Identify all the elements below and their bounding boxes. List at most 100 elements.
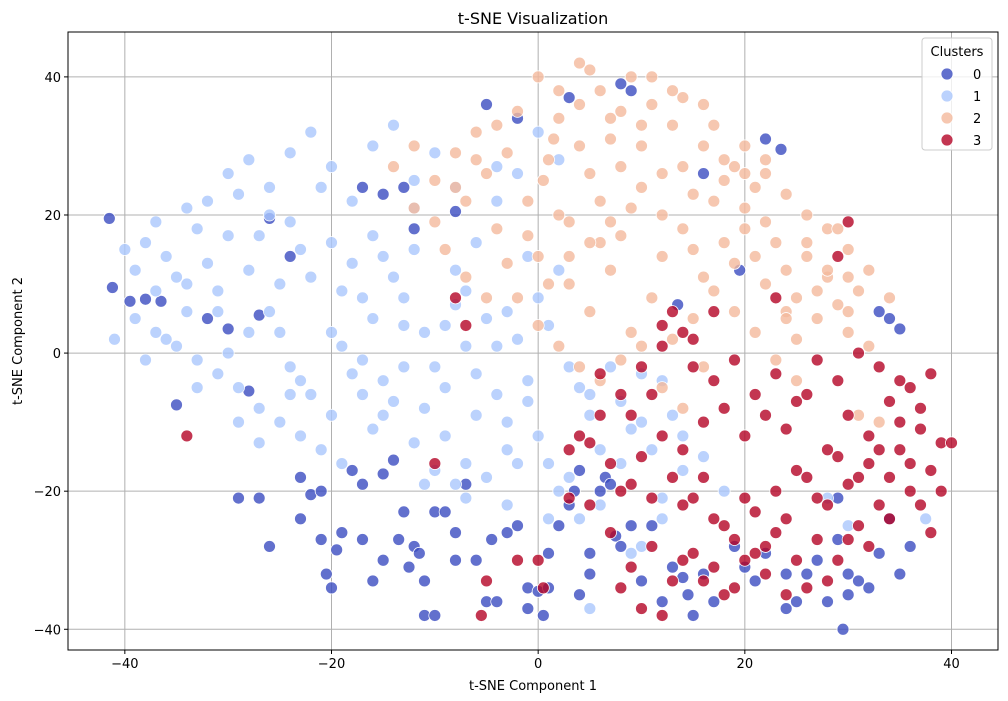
data-point-cluster-2 (655, 208, 669, 222)
data-point-cluster-1 (511, 167, 524, 180)
data-point-cluster-2 (542, 277, 555, 291)
data-point-cluster-3 (697, 574, 710, 588)
data-point-cluster-0 (139, 292, 152, 306)
data-point-cluster-1 (221, 167, 235, 180)
data-point-cluster-1 (263, 180, 276, 194)
data-point-cluster-1 (314, 180, 328, 194)
data-point-cluster-3 (810, 491, 824, 505)
data-point-cluster-0 (635, 574, 648, 588)
data-point-cluster-1 (263, 305, 276, 319)
data-point-cluster-3 (883, 395, 896, 408)
data-point-cluster-1 (531, 291, 545, 305)
data-point-cluster-3 (759, 408, 772, 422)
legend-marker-3 (940, 133, 954, 147)
data-point-cluster-3 (862, 457, 876, 470)
data-point-cluster-3 (800, 581, 814, 595)
legend: Clusters 0 1 2 3 (921, 37, 993, 151)
data-point-cluster-1 (242, 325, 256, 339)
data-point-cluster-2 (666, 84, 679, 98)
data-point-cluster-3 (748, 546, 762, 560)
data-point-cluster-1 (573, 381, 586, 395)
data-point-cluster-0 (686, 609, 700, 622)
data-point-cluster-3 (924, 367, 938, 381)
data-point-cluster-2 (655, 167, 669, 180)
data-point-cluster-0 (893, 322, 907, 336)
data-point-cluster-0 (872, 305, 886, 319)
data-point-cluster-2 (676, 160, 690, 174)
chart-title: t-SNE Visualization (458, 9, 608, 28)
data-point-cluster-3 (738, 553, 752, 567)
data-point-cluster-1 (149, 215, 163, 229)
data-point-cluster-1 (159, 250, 173, 263)
data-point-cluster-2 (547, 132, 561, 146)
data-point-cluster-1 (211, 367, 225, 381)
data-point-cluster-0 (102, 212, 116, 225)
data-point-cluster-0 (500, 526, 514, 540)
data-point-cluster-3 (655, 319, 669, 332)
data-point-cluster-0 (480, 98, 493, 111)
data-point-cluster-1 (407, 174, 421, 187)
data-point-cluster-1 (366, 422, 380, 436)
data-point-cluster-1 (170, 339, 183, 353)
data-point-cluster-1 (418, 325, 431, 339)
data-point-cluster-3 (717, 519, 731, 533)
data-point-cluster-1 (407, 436, 421, 450)
data-point-cluster-0 (614, 540, 628, 553)
data-point-cluster-2 (490, 222, 504, 236)
data-point-cluster-3 (831, 553, 845, 567)
data-point-cluster-1 (221, 229, 235, 243)
data-point-cluster-1 (552, 484, 566, 498)
data-point-cluster-1 (252, 401, 266, 415)
data-point-cluster-1 (469, 236, 483, 250)
data-point-cluster-1 (201, 256, 214, 270)
data-point-cluster-0 (201, 312, 214, 325)
data-point-cluster-1 (387, 270, 400, 284)
data-point-cluster-1 (345, 256, 359, 270)
data-point-cluster-1 (335, 339, 349, 353)
data-point-cluster-2 (635, 339, 648, 353)
data-point-cluster-2 (728, 160, 741, 174)
data-point-cluster-1 (376, 408, 390, 422)
data-point-cluster-1 (273, 277, 287, 291)
data-point-cluster-3 (676, 325, 690, 339)
data-point-cluster-1 (511, 332, 524, 346)
data-point-cluster-2 (862, 263, 876, 277)
data-point-cluster-1 (335, 284, 349, 298)
data-point-cluster-3 (790, 395, 803, 408)
data-point-cluster-1 (717, 484, 731, 498)
data-point-cluster-3 (883, 470, 896, 484)
data-point-cluster-0 (759, 132, 772, 146)
legend-box (921, 37, 993, 151)
data-point-cluster-1 (314, 443, 328, 457)
data-point-cluster-3 (924, 464, 938, 477)
data-point-cluster-2 (686, 243, 700, 256)
data-point-cluster-1 (252, 229, 266, 243)
data-point-cluster-0 (562, 91, 576, 104)
data-point-cluster-3 (769, 367, 783, 381)
data-point-cluster-0 (294, 470, 307, 484)
data-point-cluster-1 (325, 325, 338, 339)
data-point-cluster-3 (914, 422, 927, 436)
data-point-cluster-3 (717, 588, 731, 602)
data-point-cluster-3 (728, 353, 741, 367)
data-point-cluster-2 (728, 256, 741, 270)
data-point-cluster-0 (314, 533, 328, 546)
data-point-cluster-1 (397, 291, 411, 305)
data-point-cluster-1 (263, 208, 276, 222)
data-point-cluster-2 (593, 194, 607, 208)
data-point-cluster-1 (304, 270, 318, 284)
data-point-cluster-1 (387, 395, 400, 408)
data-point-cluster-2 (573, 139, 586, 153)
data-point-cluster-1 (438, 319, 452, 332)
data-point-cluster-3 (945, 436, 958, 450)
data-point-cluster-2 (500, 146, 514, 160)
data-point-cluster-2 (428, 215, 442, 229)
data-point-cluster-2 (841, 325, 855, 339)
data-point-cluster-2 (779, 312, 793, 325)
data-point-cluster-1 (469, 367, 483, 381)
data-point-cluster-1 (366, 312, 380, 325)
data-point-cluster-3 (583, 498, 597, 512)
data-point-cluster-2 (738, 222, 752, 236)
data-point-cluster-2 (769, 236, 783, 250)
data-point-cluster-1 (490, 194, 504, 208)
